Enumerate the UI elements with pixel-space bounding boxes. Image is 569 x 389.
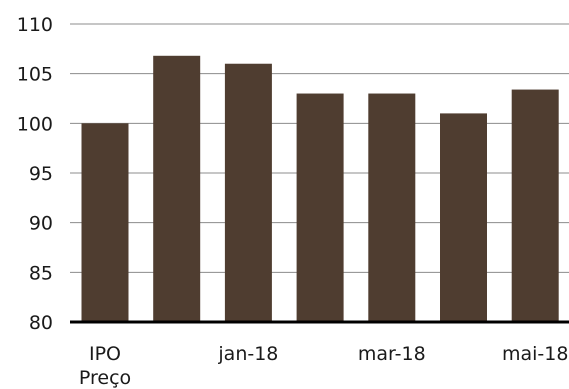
y-tick-label: 85 bbox=[29, 262, 53, 284]
bar-2 bbox=[224, 63, 272, 322]
x-tick-label: mai-18 bbox=[502, 343, 568, 365]
bar-6 bbox=[511, 89, 559, 322]
bar-3 bbox=[296, 93, 344, 323]
y-tick-label: 110 bbox=[17, 14, 53, 36]
bar-0 bbox=[81, 123, 129, 322]
x-tick-label: mar-18 bbox=[358, 343, 426, 365]
bar-5 bbox=[440, 113, 487, 323]
x-tick-label: IPO Preço bbox=[79, 343, 131, 389]
x-axis-tick-labels: IPO Preço jan-18 mar-18 mai-18 bbox=[79, 343, 569, 389]
x-tick-label: jan-18 bbox=[217, 343, 278, 365]
y-tick-label: 105 bbox=[17, 64, 53, 86]
y-tick-label: 80 bbox=[29, 312, 53, 334]
bar-1 bbox=[153, 55, 201, 322]
bars bbox=[81, 55, 559, 323]
y-axis-tick-labels: 80 85 90 95 100 105 110 bbox=[17, 14, 53, 334]
y-tick-label: 100 bbox=[17, 113, 53, 135]
y-tick-label: 90 bbox=[29, 213, 53, 235]
y-tick-label: 95 bbox=[29, 163, 53, 185]
bar-4 bbox=[368, 93, 416, 323]
